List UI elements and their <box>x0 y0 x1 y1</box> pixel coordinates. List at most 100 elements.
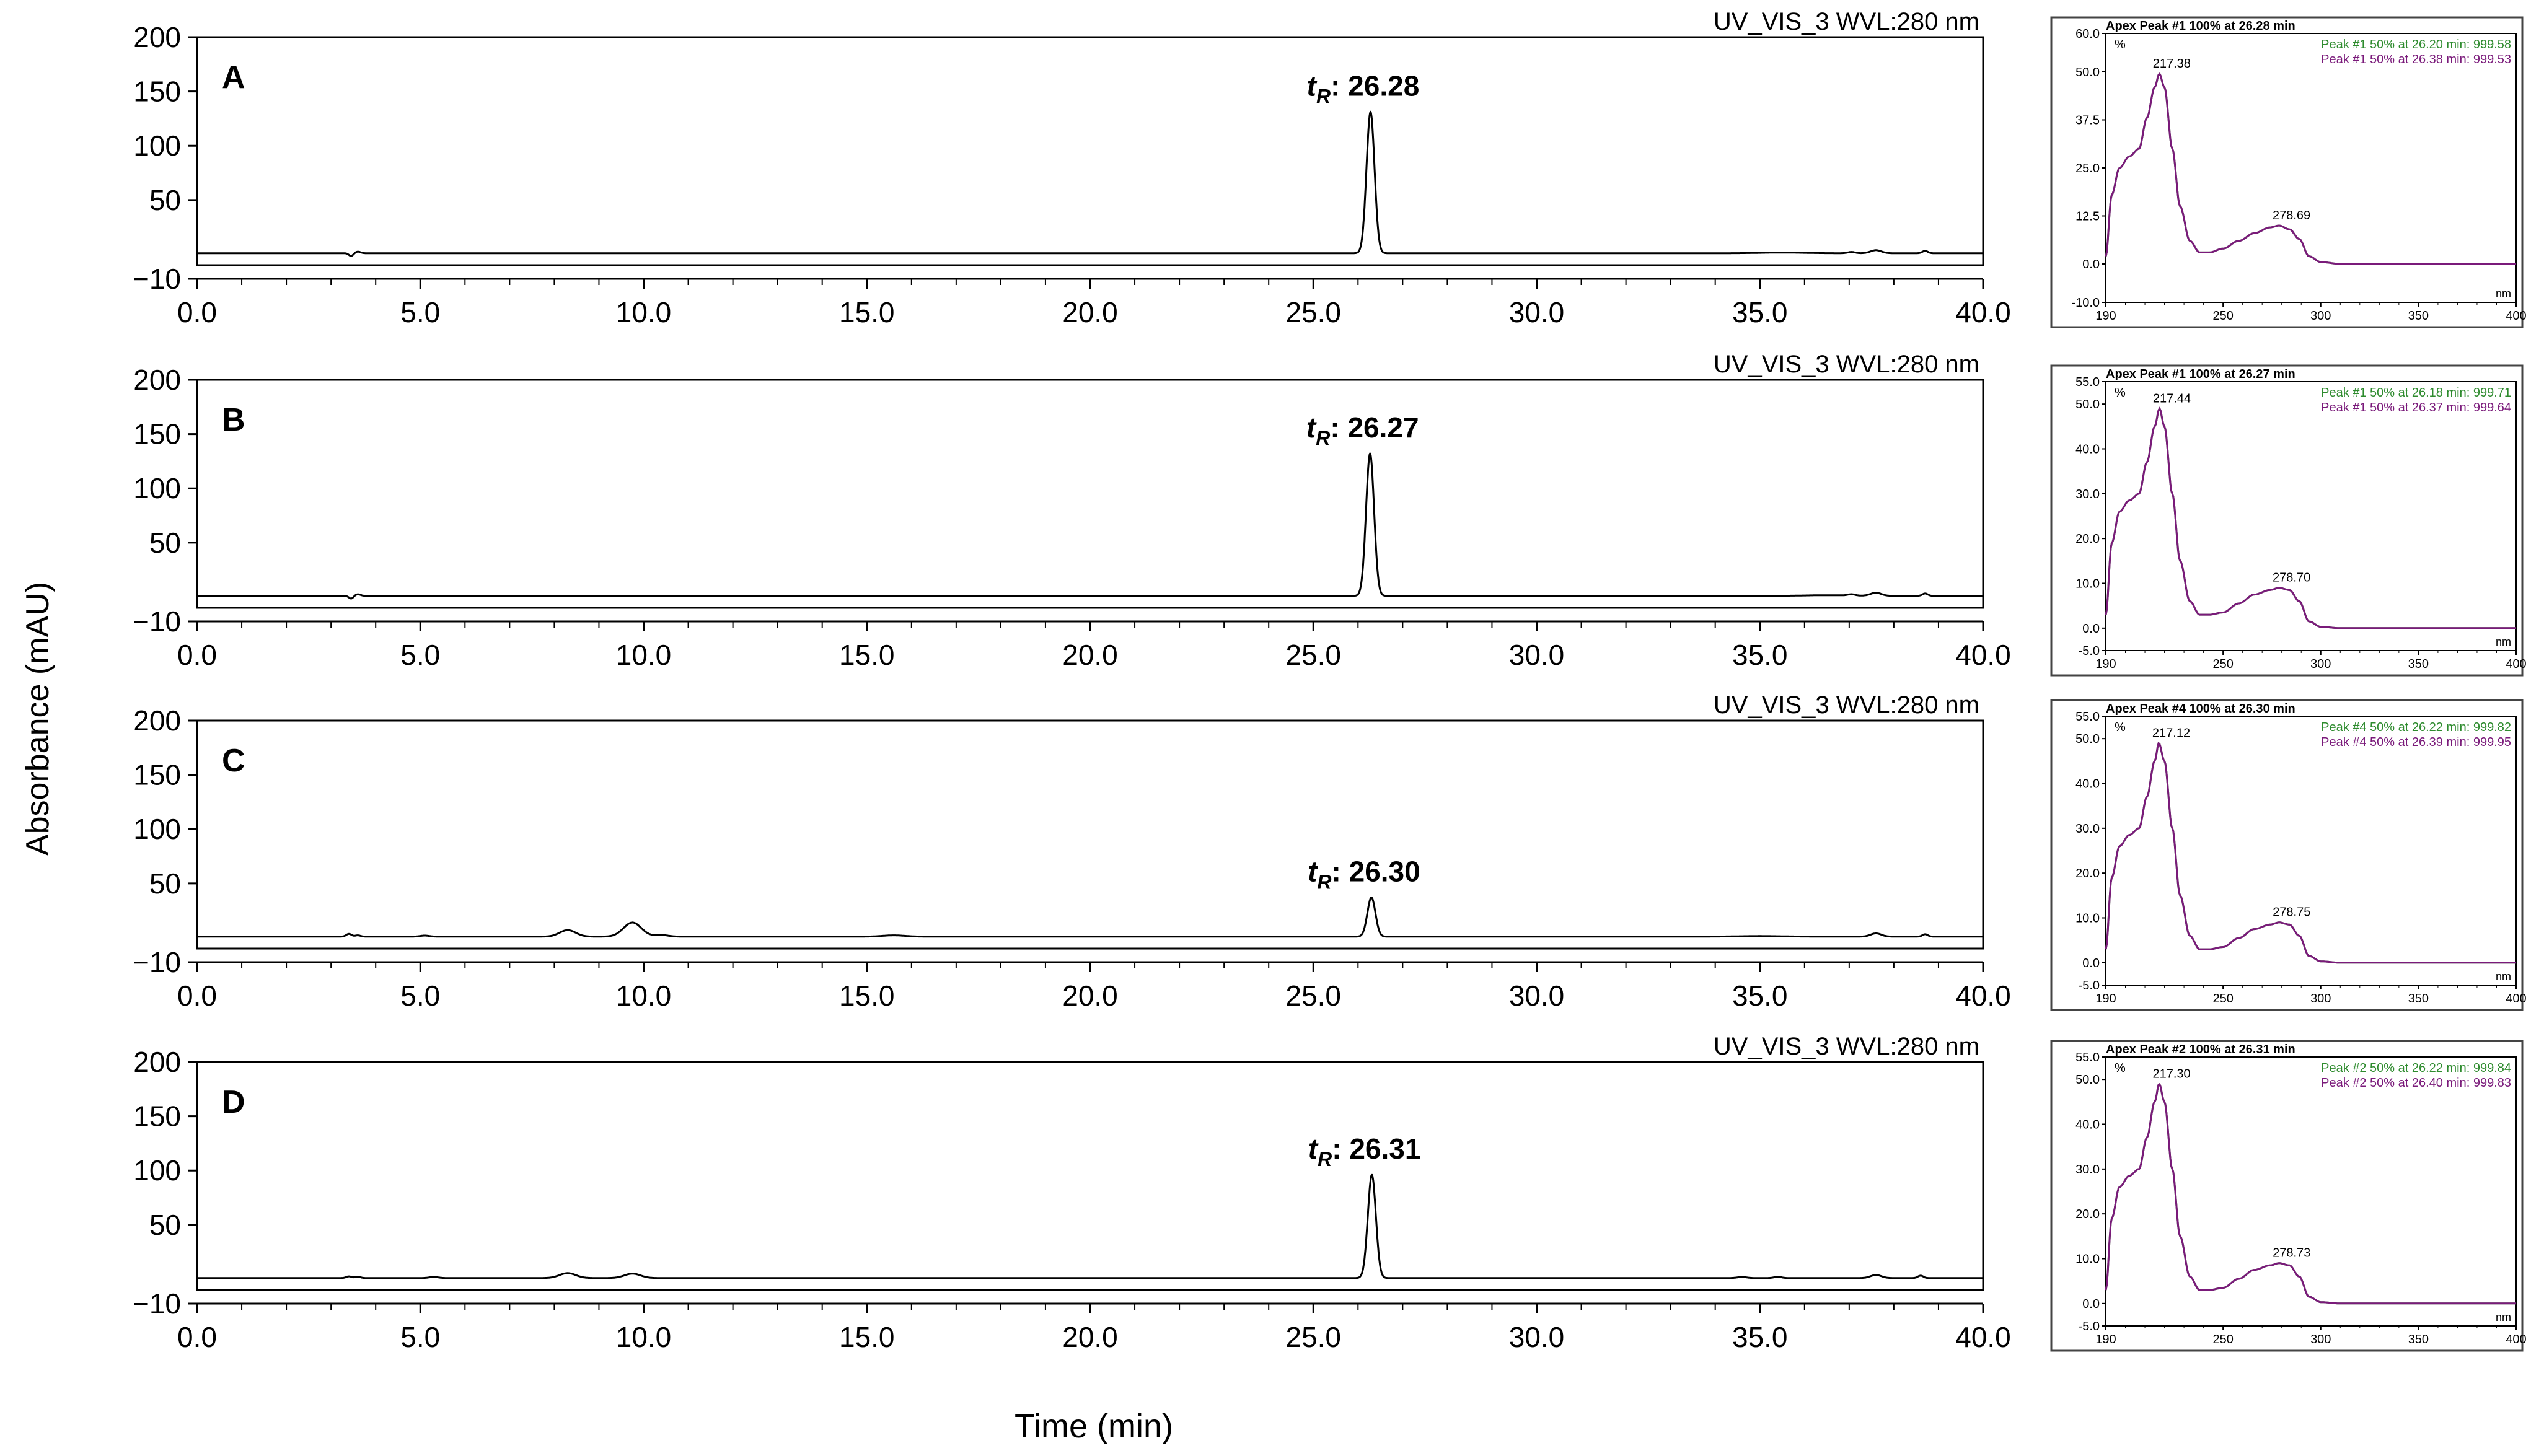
x-tick-label: 5.0 <box>400 639 440 671</box>
uv-spectrum-panel-a: Apex Peak #1 100% at 26.28 min 60.0 50.0 37… <box>2050 16 2527 328</box>
spectrum-y-tick-label: 55.0 <box>2075 375 2100 389</box>
x-tick-label: 30.0 <box>1509 639 1565 671</box>
spectrum-x-tick-label: 190 <box>2095 992 2116 1006</box>
spectrum-legend-entry: Peak #4 50% at 26.22 min: 999.82 <box>2321 721 2511 734</box>
plot-frame <box>196 36 1984 266</box>
y-tick-label: −10 <box>133 1287 181 1320</box>
spectrum-x-tick-label: 350 <box>2408 992 2429 1006</box>
spectrum-legend-entry: Peak #2 50% at 26.40 min: 999.83 <box>2321 1076 2511 1090</box>
spectrum-x-tick-label: 250 <box>2212 657 2233 671</box>
spectrum-y-tick-label: 0.0 <box>2082 622 2100 636</box>
chromatogram-trace <box>197 896 1983 938</box>
retention-time-label: tR: 26.31 <box>1308 1133 1421 1170</box>
panel-letter: D <box>222 1084 245 1120</box>
spectrum-y-tick-label: -5.0 <box>2079 1320 2100 1333</box>
x-tick-label: 30.0 <box>1509 296 1565 328</box>
panel-letter: B <box>222 402 245 438</box>
spectrum-y-tick-label: 0.0 <box>2082 258 2100 271</box>
y-tick-label: 150 <box>133 76 181 108</box>
spectrum-y-unit: % <box>2115 38 2126 51</box>
spectrum-peak-label: 217.38 <box>2153 57 2191 71</box>
spectrum-x-tick-label: 400 <box>2506 1333 2526 1346</box>
spectrum-y-tick-label: 30.0 <box>2075 822 2100 836</box>
chromatogram-title: UV_VIS_3 WVL:280 nm <box>1714 8 1979 35</box>
y-tick-label: −10 <box>133 946 181 978</box>
x-tick-label: 35.0 <box>1732 1321 1788 1353</box>
y-tick-label: 100 <box>133 129 181 162</box>
x-tick-label: 35.0 <box>1732 296 1788 328</box>
spectrum-y-tick-label: 40.0 <box>2075 1118 2100 1132</box>
chromatogram-panel-d: 0.0 5.0 10.0 15.0 20.0 25.0 30.0 35.0 40.0 −10 50 1… <box>133 1033 2011 1353</box>
spectrum-x-tick-label: 190 <box>2095 1333 2116 1346</box>
x-tick-label: 20.0 <box>1062 296 1118 328</box>
spectrum-y-tick-label: 30.0 <box>2075 1163 2100 1177</box>
y-tick-label: 100 <box>133 472 181 504</box>
x-tick-label: 10.0 <box>616 980 672 1012</box>
x-tick-label: 10.0 <box>616 639 672 671</box>
spectrum-y-tick-label: 50.0 <box>2075 398 2100 411</box>
plot-frame <box>196 379 1984 609</box>
spectrum-legend-entry: Peak #2 50% at 26.22 min: 999.84 <box>2321 1061 2511 1075</box>
spectrum-legend-entry: Peak #4 50% at 26.39 min: 999.95 <box>2321 735 2511 749</box>
panel-letter: A <box>222 59 245 95</box>
y-tick-label: −10 <box>133 263 181 295</box>
y-axis-label: Absorbance (mAU) <box>20 582 56 856</box>
spectrum-y-tick-label: 20.0 <box>2075 867 2100 880</box>
y-tick-label: 200 <box>133 704 181 737</box>
spectrum-y-tick-label: -5.0 <box>2079 979 2100 993</box>
y-tick-label: 100 <box>133 813 181 845</box>
spectrum-y-tick-label: 30.0 <box>2075 488 2100 501</box>
spectrum-x-tick-label: 400 <box>2506 657 2526 671</box>
spectrum-y-tick-label: 10.0 <box>2075 1253 2100 1266</box>
x-tick-label: 25.0 <box>1285 1321 1341 1353</box>
x-tick-label: 40.0 <box>1955 639 2011 671</box>
spectrum-peak-label: 217.44 <box>2153 392 2191 405</box>
x-tick-label: 10.0 <box>616 296 672 328</box>
spectrum-plot-frame <box>2105 716 2517 986</box>
spectrum-x-unit: nm <box>2496 636 2511 648</box>
x-tick-label: 30.0 <box>1509 980 1565 1012</box>
x-tick-label: 15.0 <box>839 980 895 1012</box>
x-tick-label: 20.0 <box>1062 639 1118 671</box>
x-tick-label: 35.0 <box>1732 639 1788 671</box>
panel-letter: C <box>222 743 245 779</box>
charts-group: 0.0 5.0 10.0 15.0 20.0 25.0 30.0 35.0 40.0 −10 50 1… <box>133 8 2527 1353</box>
y-tick-label: 150 <box>133 1100 181 1133</box>
x-tick-label: 15.0 <box>839 1321 895 1353</box>
chromatogram-panel-b: 0.0 5.0 10.0 15.0 20.0 25.0 30.0 35.0 40.0 −10 50 1… <box>133 351 2011 671</box>
x-tick-label: 5.0 <box>400 980 440 1012</box>
spectrum-y-tick-label: 50.0 <box>2075 1073 2100 1087</box>
spectrum-title: Apex Peak #2 100% at 26.31 min <box>2106 1043 2295 1056</box>
plot-frame <box>196 1061 1984 1291</box>
spectrum-legend-entry: Peak #1 50% at 26.37 min: 999.64 <box>2321 401 2511 414</box>
x-tick-label: 25.0 <box>1285 296 1341 328</box>
plot-frame <box>196 719 1984 950</box>
x-tick-label: 25.0 <box>1285 980 1341 1012</box>
y-tick-label: 50 <box>149 867 181 900</box>
chromatogram-title: UV_VIS_3 WVL:280 nm <box>1714 1033 1979 1060</box>
spectrum-x-tick-label: 350 <box>2408 657 2429 671</box>
x-tick-label: 40.0 <box>1955 980 2011 1012</box>
spectrum-y-tick-label: 37.5 <box>2075 114 2100 128</box>
x-tick-label: 40.0 <box>1955 1321 2011 1353</box>
y-tick-label: 200 <box>133 364 181 396</box>
chromatogram-trace <box>197 1173 1983 1279</box>
x-tick-label: 0.0 <box>177 1321 217 1353</box>
x-tick-label: 30.0 <box>1509 1321 1565 1353</box>
spectrum-x-tick-label: 350 <box>2408 1333 2429 1346</box>
spectrum-y-tick-label: -5.0 <box>2079 644 2100 658</box>
spectrum-x-tick-label: 250 <box>2212 992 2233 1006</box>
y-tick-label: 150 <box>133 418 181 450</box>
spectrum-x-unit: nm <box>2496 970 2511 983</box>
spectrum-curve-purple <box>2105 742 2516 964</box>
x-tick-label: 20.0 <box>1062 980 1118 1012</box>
uv-spectrum-panel-b: Apex Peak #1 100% at 26.27 min 55.0 50.0 40… <box>2050 364 2527 677</box>
spectrum-y-tick-label: 55.0 <box>2075 710 2100 724</box>
x-tick-label: 40.0 <box>1955 296 2011 328</box>
x-tick-label: 25.0 <box>1285 639 1341 671</box>
spectrum-legend-entry: Peak #1 50% at 26.20 min: 999.58 <box>2321 38 2511 51</box>
retention-time-label: tR: 26.27 <box>1306 411 1419 449</box>
x-tick-label: 0.0 <box>177 980 217 1012</box>
spectrum-y-tick-label: 60.0 <box>2075 27 2100 41</box>
spectrum-y-tick-label: 10.0 <box>2075 912 2100 926</box>
